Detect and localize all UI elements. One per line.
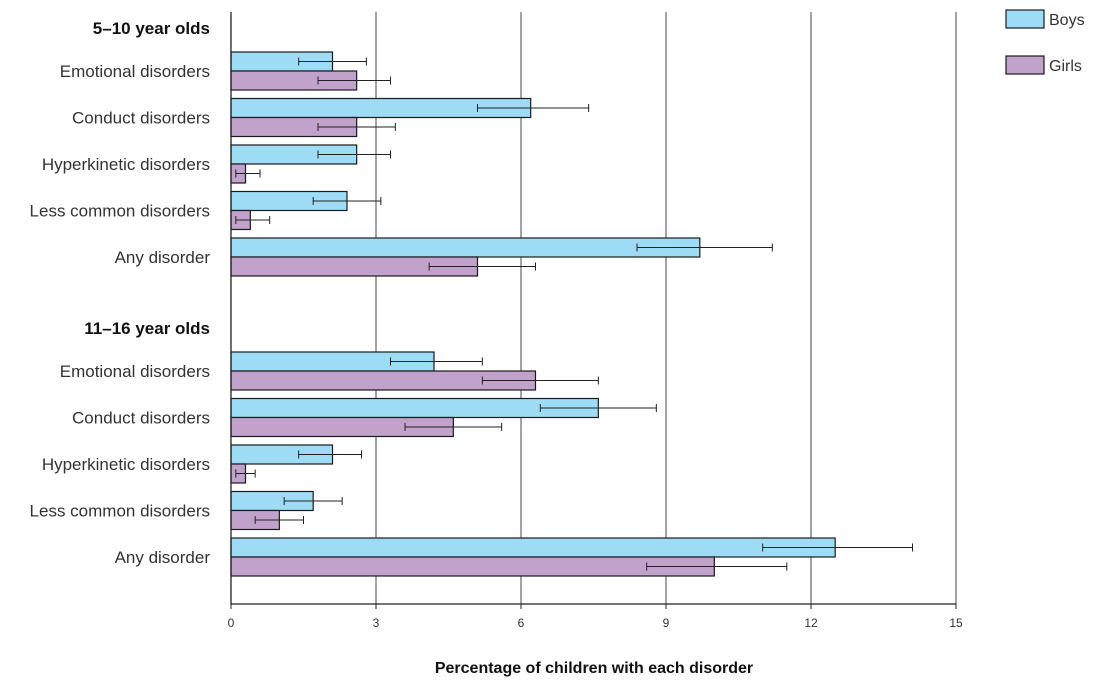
category-label: Any disorder xyxy=(115,548,211,567)
bars xyxy=(230,51,836,577)
x-tick-label-3: 3 xyxy=(373,616,380,630)
bar-girls xyxy=(230,556,715,577)
category-label: Emotional disorders xyxy=(60,362,210,381)
bar-boys xyxy=(230,537,836,558)
x-tick-label-9: 9 xyxy=(663,616,670,630)
x-tick-label-0: 0 xyxy=(228,616,235,630)
x-axis: 0 3 6 9 12 15 xyxy=(228,12,963,630)
category-label: Less common disorders xyxy=(30,202,210,221)
x-tick-label-15: 15 xyxy=(949,616,963,630)
category-label: Hyperkinetic disorders xyxy=(42,155,210,174)
x-axis-title: Percentage of children with each disorde… xyxy=(435,660,753,677)
legend-label-girls: Girls xyxy=(1049,58,1082,75)
group-label-1: 5–10 year olds xyxy=(93,19,210,38)
category-label: Hyperkinetic disorders xyxy=(42,455,210,474)
error-bars xyxy=(235,57,913,571)
bar-boys xyxy=(230,237,701,258)
category-label: Any disorder xyxy=(115,248,211,267)
x-tick-label-6: 6 xyxy=(518,616,525,630)
legend-swatch-girls xyxy=(1005,55,1045,75)
category-label: Conduct disorders xyxy=(72,109,210,128)
category-labels: 5–10 year olds Emotional disorders Conduct… xyxy=(30,19,211,567)
legend-swatch-boys xyxy=(1005,9,1045,29)
category-label: Conduct disorders xyxy=(72,409,210,428)
x-tick-label-12: 12 xyxy=(804,616,818,630)
legend: Boys Girls xyxy=(1005,9,1085,75)
category-label: Less common disorders xyxy=(30,502,210,521)
category-label: Emotional disorders xyxy=(60,62,210,81)
group-label-2: 11–16 year olds xyxy=(84,319,210,338)
legend-label-boys: Boys xyxy=(1049,12,1085,29)
